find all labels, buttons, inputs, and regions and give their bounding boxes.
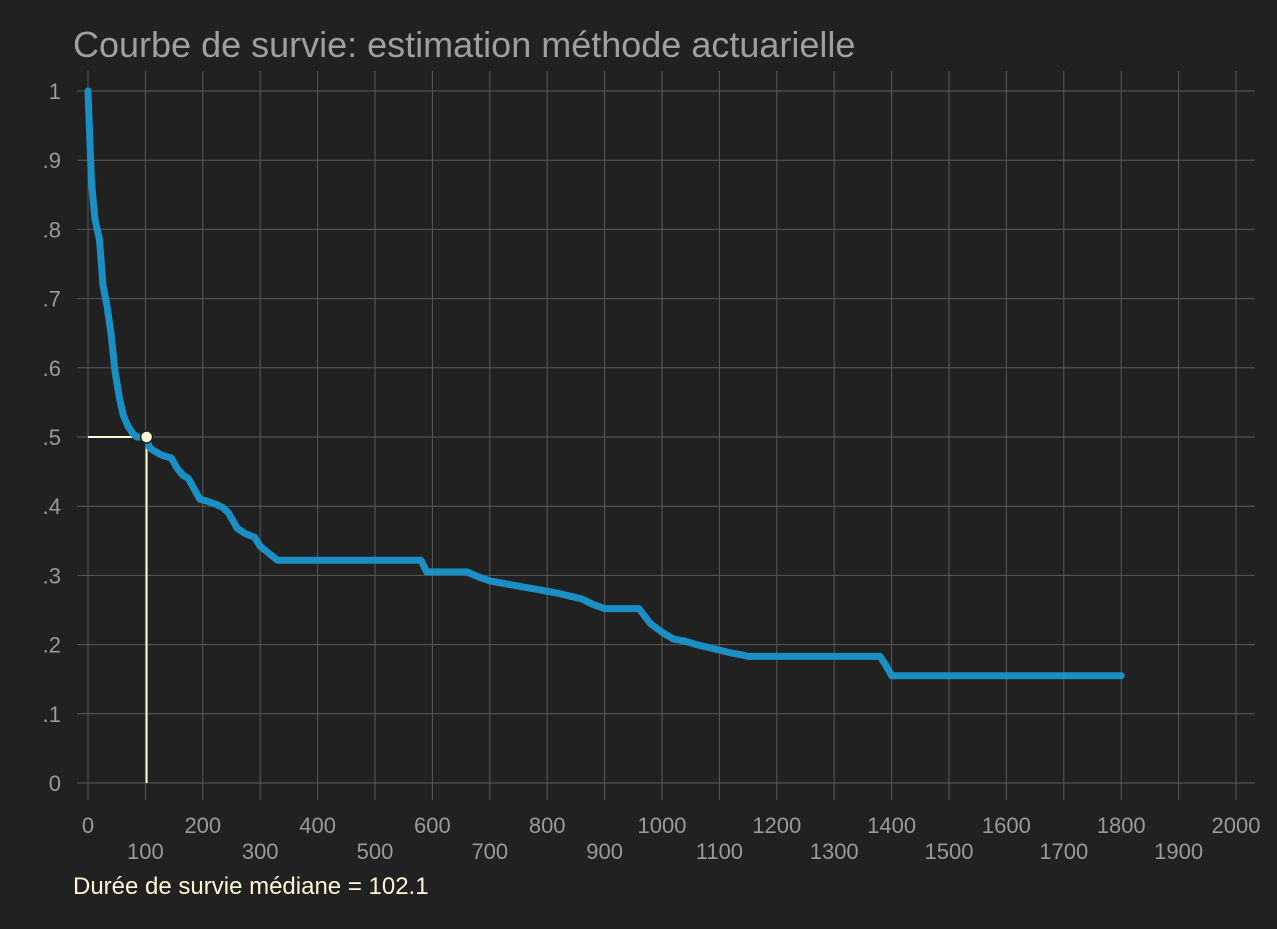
- x-tick-label-200: 200: [184, 813, 221, 838]
- y-tick-label-1: 1: [49, 79, 61, 104]
- y-tick-label-.4: .4: [43, 494, 61, 519]
- y-tick-label-.1: .1: [43, 702, 61, 727]
- y-tick-label-.3: .3: [43, 563, 61, 588]
- x-tick-label-0: 0: [82, 813, 94, 838]
- vertical-gridlines: [87, 71, 1237, 800]
- y-tick-label-.6: .6: [43, 356, 61, 381]
- x-tick-label-1200: 1200: [752, 813, 801, 838]
- median-guides: [88, 436, 148, 783]
- x-tick-label-1800: 1800: [1097, 813, 1146, 838]
- x-tick-label-300: 300: [242, 839, 279, 864]
- x-tick-label-1500: 1500: [925, 839, 974, 864]
- chart-title: Courbe de survie: estimation méthode act…: [73, 24, 856, 65]
- y-tick-label-.2: .2: [43, 633, 61, 658]
- median-point-marker: [139, 430, 154, 444]
- x-tick-label-700: 700: [471, 839, 508, 864]
- x-axis-ticks: 0 100 200 300 400 500 600 700 800 900 1000 1100 1200…: [82, 813, 1261, 864]
- x-tick-label-1400: 1400: [867, 813, 916, 838]
- survival-curve-line: [84, 87, 1125, 680]
- x-tick-label-400: 400: [299, 813, 336, 838]
- y-tick-label-.7: .7: [43, 287, 61, 312]
- x-tick-label-2000: 2000: [1212, 813, 1261, 838]
- y-tick-label-0: 0: [49, 771, 61, 796]
- y-tick-label-.8: .8: [43, 217, 61, 242]
- median-annotation: Durée de survie médiane = 102.1: [73, 873, 429, 900]
- x-tick-label-800: 800: [529, 813, 566, 838]
- y-axis-ticks: 0 .1 .2 .3 .4 .5 .6 .7 .8 .9 1: [43, 79, 61, 796]
- x-tick-label-100: 100: [127, 839, 164, 864]
- x-tick-label-500: 500: [357, 839, 394, 864]
- x-tick-label-1900: 1900: [1154, 839, 1203, 864]
- y-tick-label-.5: .5: [43, 425, 61, 450]
- y-tick-label-.9: .9: [43, 148, 61, 173]
- x-tick-label-1300: 1300: [810, 839, 859, 864]
- x-tick-label-1600: 1600: [982, 813, 1031, 838]
- horizontal-gridlines: [77, 90, 1255, 784]
- x-tick-label-1000: 1000: [638, 813, 687, 838]
- x-tick-label-1100: 1100: [696, 839, 743, 864]
- x-tick-label-900: 900: [586, 839, 623, 864]
- x-tick-label-1700: 1700: [1039, 839, 1088, 864]
- x-tick-label-600: 600: [414, 813, 451, 838]
